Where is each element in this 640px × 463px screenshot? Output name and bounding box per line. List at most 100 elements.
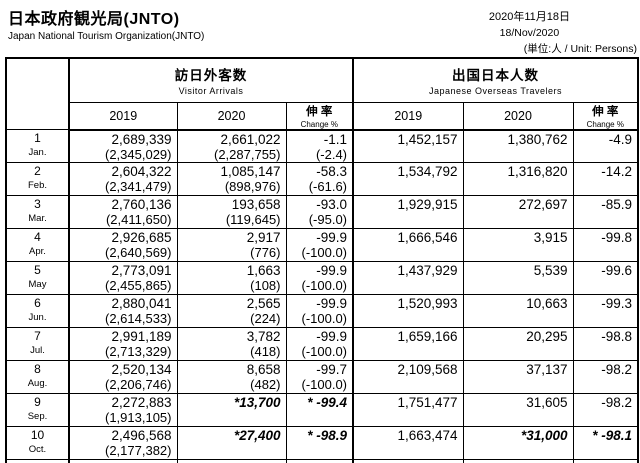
- table-row: 6 Jun. 2,880,041 (2,614,533) 2,565 (224) -99.9…: [5, 294, 639, 328]
- va-2020-cell-value: (108): [250, 278, 281, 293]
- va-change-header: 伸 率 Change %: [285, 101, 354, 131]
- month-cell-value: 9: [34, 395, 41, 409]
- va-2019-cell-value: 2,880,041: [111, 296, 172, 311]
- jot-2019-cell-value: 2,109,568: [397, 362, 458, 377]
- va-2020-cell: 1,085,147 (898,976): [176, 162, 287, 196]
- va-2019-cell: 2,991,189 (2,713,329): [68, 327, 178, 361]
- jot-2020-cell-value: *31,000: [520, 428, 568, 443]
- month-cell-value: 11: [7, 461, 68, 463]
- jot-change-cell-value: -99.8: [601, 230, 633, 245]
- jot-2020-cell: 272,697: [462, 195, 574, 229]
- jot-2020-cell-value: 3,915: [533, 230, 568, 245]
- va-2020-cell-value: 8,658: [246, 362, 281, 377]
- table-row: 5 May 2,773,091 (2,455,865) 1,663 (108) -99.9(…: [5, 261, 639, 295]
- month-cell-value: 3: [34, 197, 41, 211]
- month-cell: 3 Mar.: [5, 195, 70, 229]
- month-cell-value: Aug.: [27, 378, 48, 389]
- va-2020-cell-value: (2,287,755): [214, 146, 281, 162]
- va-2019-cell-value: 2,272,883: [111, 395, 172, 410]
- va-2019-cell: 2,441,274: [68, 459, 178, 463]
- month-cell: 1 Jan.: [5, 129, 70, 163]
- jot-2020-header: 2020: [462, 101, 574, 131]
- va-2019-cell: 2,604,322 (2,341,479): [68, 162, 178, 196]
- va-2020-cell: *27,400: [176, 426, 287, 460]
- month-cell-value: Jul.: [30, 345, 45, 356]
- jot-2019-cell: 1,666,546: [352, 228, 464, 262]
- va-change-cell: * -98.9: [285, 426, 354, 460]
- month-cell: 7 Jul.: [5, 327, 70, 361]
- jot-change-cell-value: -85.9: [601, 197, 633, 212]
- jot-2020-cell: 37,137: [462, 360, 574, 394]
- jot-2019-cell-value: 1,642,596: [355, 461, 457, 463]
- va-2019-cell-value: 2,991,189: [111, 329, 172, 344]
- va-2019-cell-value: (2,455,865): [105, 278, 172, 293]
- jot-change-label-ja: 伸 率: [592, 105, 619, 118]
- table-row: 9 Sep. 2,272,883 (1,913,105) *13,700 * -99.4 1…: [5, 393, 639, 427]
- jot-change-cell-value: -4.9: [608, 131, 633, 147]
- va-2019-cell: 2,773,091 (2,455,865): [68, 261, 178, 295]
- statistics-table: 訪日外客数 Visitor Arrivals 出国日本人数 Japanese O…: [5, 57, 640, 463]
- jot-change-cell: -85.9: [572, 195, 639, 229]
- unit-note: (単位:人 / Unit: Persons): [523, 43, 637, 55]
- month-cell-value: 6: [34, 296, 41, 310]
- month-cell-value: Apr.: [29, 246, 46, 257]
- jot-2020-cell-value: 272,697: [518, 197, 568, 212]
- va-2019-cell-value: (2,341,479): [105, 179, 172, 194]
- va-2019-cell-value: (2,713,329): [105, 344, 172, 359]
- va-2020-cell-value: 2,917: [246, 230, 281, 245]
- jot-2019-cell-value: 1,452,157: [397, 131, 458, 147]
- jot-change-cell-value: -14.2: [601, 164, 633, 179]
- jot-2020-cell: 1,380,762: [462, 129, 574, 163]
- jot-2019-cell: 1,751,477: [352, 393, 464, 427]
- va-2019-cell: 2,926,685 (2,640,569): [68, 228, 178, 262]
- month-column-header: [5, 57, 70, 130]
- jot-2019-cell-value: 1,666,546: [397, 230, 458, 245]
- va-2019-cell-value: 2,496,568: [111, 428, 172, 443]
- jot-2019-cell: 1,659,166: [352, 327, 464, 361]
- va-2019-cell-value: 2,773,091: [111, 263, 172, 278]
- overseas-travelers-title-en: Japanese Overseas Travelers: [428, 86, 563, 97]
- month-cell-value: Jun.: [28, 312, 47, 323]
- va-2019-cell-value: (2,411,650): [105, 212, 172, 227]
- va-2020-cell: 8,658 (482): [176, 360, 287, 394]
- jot-2020-cell: *31,000: [462, 426, 574, 460]
- va-2020-cell: 1,663 (108): [176, 261, 287, 295]
- table-row: 2 Feb. 2,604,322 (2,341,479) 1,085,147 (898,9…: [5, 162, 639, 196]
- jot-2019-cell-value: 1,929,915: [397, 197, 458, 212]
- table-row: 11Nov.2,441,274 1,642,596: [5, 459, 639, 463]
- jot-change-cell: -98.2: [572, 360, 639, 394]
- va-change-cell: -99.9 (-100.0): [285, 228, 354, 262]
- va-2019-cell: 2,880,041 (2,614,533): [68, 294, 178, 328]
- jot-change-cell: * -98.1: [572, 426, 639, 460]
- va-change-cell-value: (-100.0): [301, 278, 348, 293]
- jot-2019-cell: 1,642,596: [352, 459, 464, 463]
- va-change-label-ja: 伸 率: [306, 105, 333, 118]
- table-row: 7 Jul. 2,991,189 (2,713,329) 3,782 (418) -99.9…: [5, 327, 639, 361]
- va-2020-cell-value: 193,658: [231, 197, 281, 212]
- va-2019-cell-value: 2,926,685: [111, 230, 172, 245]
- va-2020-cell-value: (418): [250, 344, 281, 359]
- report-date-ja: 2020年11月18日: [488, 11, 570, 23]
- va-2020-cell-value: (482): [250, 377, 281, 392]
- va-2020-cell-value: 1,663: [246, 263, 281, 278]
- jot-2019-cell: 1,437,929: [352, 261, 464, 295]
- va-change-cell-value: -99.9: [316, 230, 348, 245]
- month-cell-value: Jan.: [28, 147, 47, 158]
- page-title: 日本政府観光局(JNTO): [8, 11, 180, 28]
- va-2020-cell: 2,661,022 (2,287,755): [176, 129, 287, 163]
- table-row: 4 Apr. 2,926,685 (2,640,569) 2,917 (776) -99.9…: [5, 228, 639, 262]
- jot-change-cell-value: -98.2: [601, 362, 633, 377]
- jot-change-cell: [572, 459, 639, 463]
- jot-change-cell-value: * -98.1: [592, 428, 633, 443]
- jot-2020-cell-value: 31,605: [526, 395, 568, 410]
- jot-2020-cell-value: 37,137: [526, 362, 568, 377]
- month-cell-value: 4: [34, 230, 41, 244]
- va-2020-cell: [176, 459, 287, 463]
- month-cell-value: 5: [34, 263, 41, 277]
- month-cell: 9 Sep.: [5, 393, 70, 427]
- jot-2019-cell: 1,520,993: [352, 294, 464, 328]
- jot-2020-cell: 31,605: [462, 393, 574, 427]
- va-2019-cell-value: 2,689,339: [111, 131, 172, 147]
- va-change-cell-value: -58.3: [316, 164, 348, 179]
- jot-2019-cell: 1,534,792: [352, 162, 464, 196]
